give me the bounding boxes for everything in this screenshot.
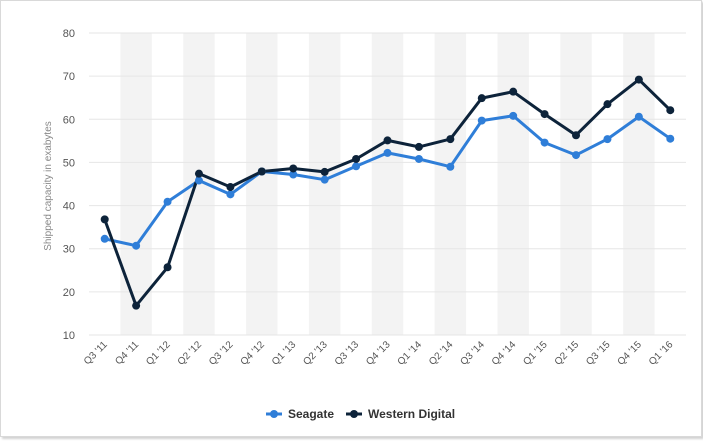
- category-band: [120, 33, 152, 335]
- data-point-seagate[interactable]: [383, 148, 392, 157]
- data-point-seagate[interactable]: [226, 190, 235, 199]
- alternating-bands: [120, 33, 655, 335]
- data-point-western-digital[interactable]: [666, 106, 675, 115]
- category-band: [434, 33, 467, 335]
- x-tick-label: Q1 '14: [396, 339, 425, 368]
- x-tick-label: Q3 '12: [207, 339, 236, 368]
- x-tick-label: Q3 '15: [584, 339, 613, 368]
- legend-marker: [350, 410, 358, 418]
- data-point-western-digital[interactable]: [100, 215, 109, 224]
- legend-item-seagate[interactable]: Seagate: [266, 407, 334, 421]
- series-points: [100, 75, 675, 310]
- category-band: [371, 33, 404, 335]
- x-tick-label: Q1 '12: [144, 339, 173, 368]
- data-point-western-digital[interactable]: [194, 169, 203, 178]
- data-point-seagate[interactable]: [100, 234, 109, 243]
- y-axis-label: Shipped capacity in exabytes: [43, 121, 54, 251]
- data-point-seagate[interactable]: [603, 135, 612, 144]
- data-point-western-digital[interactable]: [352, 154, 361, 163]
- category-band: [246, 33, 278, 335]
- data-point-western-digital[interactable]: [446, 135, 455, 144]
- data-point-western-digital[interactable]: [414, 142, 423, 151]
- data-point-seagate[interactable]: [289, 170, 298, 179]
- data-point-western-digital[interactable]: [320, 167, 329, 176]
- y-tick-label: 50: [63, 157, 75, 169]
- data-point-seagate[interactable]: [132, 241, 141, 250]
- x-tick-label: Q4 '14: [490, 339, 519, 368]
- data-point-seagate[interactable]: [194, 176, 203, 185]
- data-point-seagate[interactable]: [477, 116, 486, 125]
- y-tick-label: 60: [63, 114, 75, 126]
- x-tick-label: Q1 '15: [521, 339, 550, 368]
- legend-item-western-digital[interactable]: Western Digital: [346, 407, 455, 421]
- x-tick-label: Q3 '11: [82, 339, 110, 367]
- data-point-seagate[interactable]: [509, 111, 518, 120]
- data-point-seagate[interactable]: [320, 175, 329, 184]
- category-band: [560, 33, 592, 335]
- y-tick-label: 80: [63, 28, 75, 40]
- data-point-western-digital[interactable]: [289, 164, 298, 173]
- x-tick-label: Q3 '13: [333, 339, 362, 368]
- data-point-western-digital[interactable]: [540, 110, 549, 119]
- data-point-western-digital[interactable]: [163, 263, 172, 272]
- x-tick-label: Q1 '13: [270, 339, 299, 368]
- data-point-seagate[interactable]: [540, 138, 549, 147]
- y-tick-label: 20: [63, 287, 75, 299]
- category-band: [308, 33, 341, 335]
- x-tick-label: Q2 '13: [301, 339, 330, 368]
- data-point-western-digital[interactable]: [603, 100, 612, 109]
- data-point-seagate[interactable]: [414, 154, 423, 163]
- x-tick-label: Q2 '12: [176, 339, 205, 368]
- legend-marker: [270, 410, 278, 418]
- data-point-seagate[interactable]: [163, 197, 172, 206]
- x-tick-label: Q1 '16: [647, 339, 676, 368]
- data-point-western-digital[interactable]: [572, 131, 581, 140]
- data-point-western-digital[interactable]: [226, 183, 235, 192]
- y-axis-ticks: 10 20 30 40 50 60 70 80: [63, 28, 75, 342]
- data-point-western-digital[interactable]: [509, 87, 518, 96]
- x-tick-label: Q4 '11: [113, 339, 141, 367]
- data-point-western-digital[interactable]: [634, 75, 643, 84]
- x-tick-label: Q4 '12: [239, 339, 268, 368]
- legend-label: Western Digital: [368, 407, 455, 421]
- y-tick-label: 10: [63, 330, 75, 342]
- data-point-seagate[interactable]: [634, 112, 643, 121]
- x-axis-ticks: Q3 '11 Q4 '11 Q1 '12 Q2 '12 Q3 '12 Q4 '12 Q1 '…: [82, 339, 676, 368]
- x-tick-label: Q4 '13: [364, 339, 393, 368]
- y-tick-label: 70: [63, 71, 75, 83]
- data-point-seagate[interactable]: [666, 134, 675, 143]
- data-point-seagate[interactable]: [352, 162, 361, 171]
- x-tick-label: Q4 '15: [616, 339, 645, 368]
- legend-label: Seagate: [288, 407, 334, 421]
- y-tick-label: 40: [63, 201, 75, 213]
- data-point-western-digital[interactable]: [383, 136, 392, 145]
- data-point-seagate[interactable]: [446, 162, 455, 171]
- data-point-western-digital[interactable]: [132, 301, 141, 310]
- x-tick-label: Q2 '15: [553, 339, 582, 368]
- x-tick-label: Q3 '14: [458, 339, 487, 368]
- category-band: [497, 33, 529, 335]
- data-point-western-digital[interactable]: [477, 94, 486, 103]
- legend[interactable]: Seagate Western Digital: [266, 407, 455, 421]
- x-tick-label: Q2 '14: [427, 339, 456, 368]
- data-point-western-digital[interactable]: [257, 167, 266, 176]
- y-tick-label: 30: [63, 244, 75, 256]
- data-point-seagate[interactable]: [572, 151, 581, 160]
